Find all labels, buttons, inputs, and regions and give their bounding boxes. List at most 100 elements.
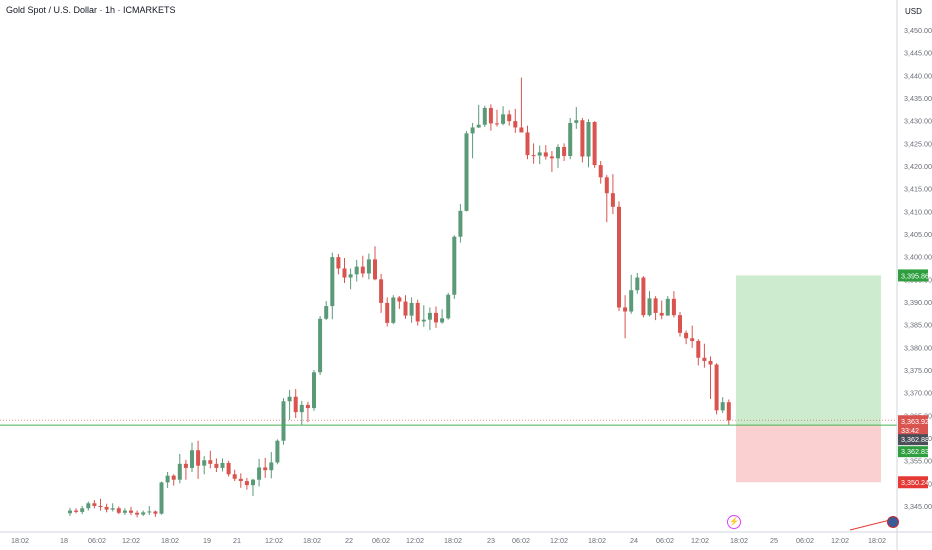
time-tick: 25 (770, 536, 778, 545)
candle (714, 363, 719, 415)
candle (513, 108, 518, 133)
candle (629, 274, 634, 314)
candle-body (543, 152, 548, 157)
candle (476, 104, 481, 128)
candle (116, 506, 121, 515)
stop-loss-label-bg (898, 476, 928, 489)
candle-body (159, 482, 164, 514)
symbol-title[interactable]: Gold Spot / U.S. Dollar · 1h · ICMARKETS (6, 5, 176, 15)
price-tick: 3,400.00 (904, 253, 932, 262)
time-tick: 06:02 (512, 536, 530, 545)
candle-body (397, 297, 402, 302)
candle-body (342, 268, 347, 278)
candle-body (373, 259, 377, 280)
candle-body (562, 146, 567, 157)
candle (287, 389, 292, 420)
candle-body (635, 277, 640, 291)
candle (409, 297, 414, 323)
candle-body (116, 508, 121, 513)
candle-body (525, 132, 530, 156)
take-profit-zone[interactable] (736, 275, 881, 426)
candle (488, 104, 493, 131)
candle-body (318, 318, 323, 373)
candle-body (647, 298, 652, 316)
candle (531, 143, 536, 164)
candle (568, 117, 573, 160)
candle-body (312, 372, 316, 409)
candlestick-series (68, 77, 731, 518)
lightning-icon[interactable]: ⚡ (727, 515, 741, 529)
candle-body (366, 259, 371, 274)
candle (232, 469, 237, 482)
time-tick: 24 (630, 536, 638, 545)
time-tick: 12:02 (550, 536, 568, 545)
price-axis-labels: 3,395.863,350.243,363.9233:423,362.883,3… (898, 269, 929, 489)
price-tick: 3,370.00 (904, 389, 932, 398)
candle (610, 174, 615, 215)
candle (434, 306, 438, 328)
candle-body (421, 319, 426, 322)
time-tick: 06:02 (372, 536, 390, 545)
candle (251, 478, 255, 497)
candle-body (110, 508, 115, 510)
candle-body (251, 479, 255, 486)
candle (281, 398, 286, 445)
candle (257, 458, 262, 487)
candle (86, 501, 91, 511)
candle-body (135, 512, 140, 515)
candle-body (214, 463, 219, 468)
time-tick: 18 (60, 536, 68, 545)
candle (135, 510, 140, 518)
candle (635, 272, 640, 294)
candle (348, 268, 353, 290)
candle-body (202, 460, 207, 466)
us-flag-icon[interactable] (887, 516, 899, 528)
candle-body (104, 506, 109, 510)
time-tick: 18:02 (588, 536, 606, 545)
candle (183, 459, 188, 480)
candle-body (519, 127, 524, 133)
time-axis[interactable]: 18:02 18 06:02 12:02 18:02 19 21 12:02 18:02 22 06… (11, 536, 886, 545)
candle-body (86, 503, 91, 509)
candle (299, 400, 304, 426)
candle (312, 370, 316, 411)
candle (269, 452, 274, 479)
candle (482, 105, 487, 128)
candle-body (623, 307, 628, 312)
candle (421, 305, 426, 327)
candle (495, 109, 499, 127)
candle-body (580, 120, 585, 157)
price-tick: 3,410.00 (904, 207, 932, 216)
candle (80, 506, 85, 515)
candle (385, 297, 390, 327)
candle-body (678, 315, 682, 333)
candle (153, 510, 158, 517)
take-profit-label-bg (898, 269, 928, 282)
price-tick: 3,425.00 (904, 139, 932, 148)
candle (592, 121, 597, 168)
time-tick: 12:02 (406, 536, 424, 545)
candle (305, 401, 310, 423)
time-tick: 19 (203, 536, 211, 545)
candle (165, 472, 170, 488)
candle-body (379, 279, 384, 303)
candle (690, 325, 695, 348)
candle-body (549, 156, 554, 159)
time-tick: 18:02 (303, 536, 321, 545)
candle (104, 503, 109, 513)
candle-body (208, 460, 213, 464)
time-tick: 18:02 (11, 536, 29, 545)
position-zones[interactable] (736, 275, 881, 483)
candle (641, 276, 646, 318)
candle-body (604, 177, 609, 194)
candle-body (281, 401, 286, 441)
take-profit-label: 3,395.86 (898, 269, 929, 282)
currency-label[interactable]: USD (905, 7, 922, 16)
time-tick: 21 (233, 536, 241, 545)
stop-loss-zone[interactable] (736, 425, 881, 483)
candle (458, 204, 463, 243)
candle (226, 460, 231, 477)
candle-body (617, 206, 621, 308)
candle (68, 507, 72, 516)
